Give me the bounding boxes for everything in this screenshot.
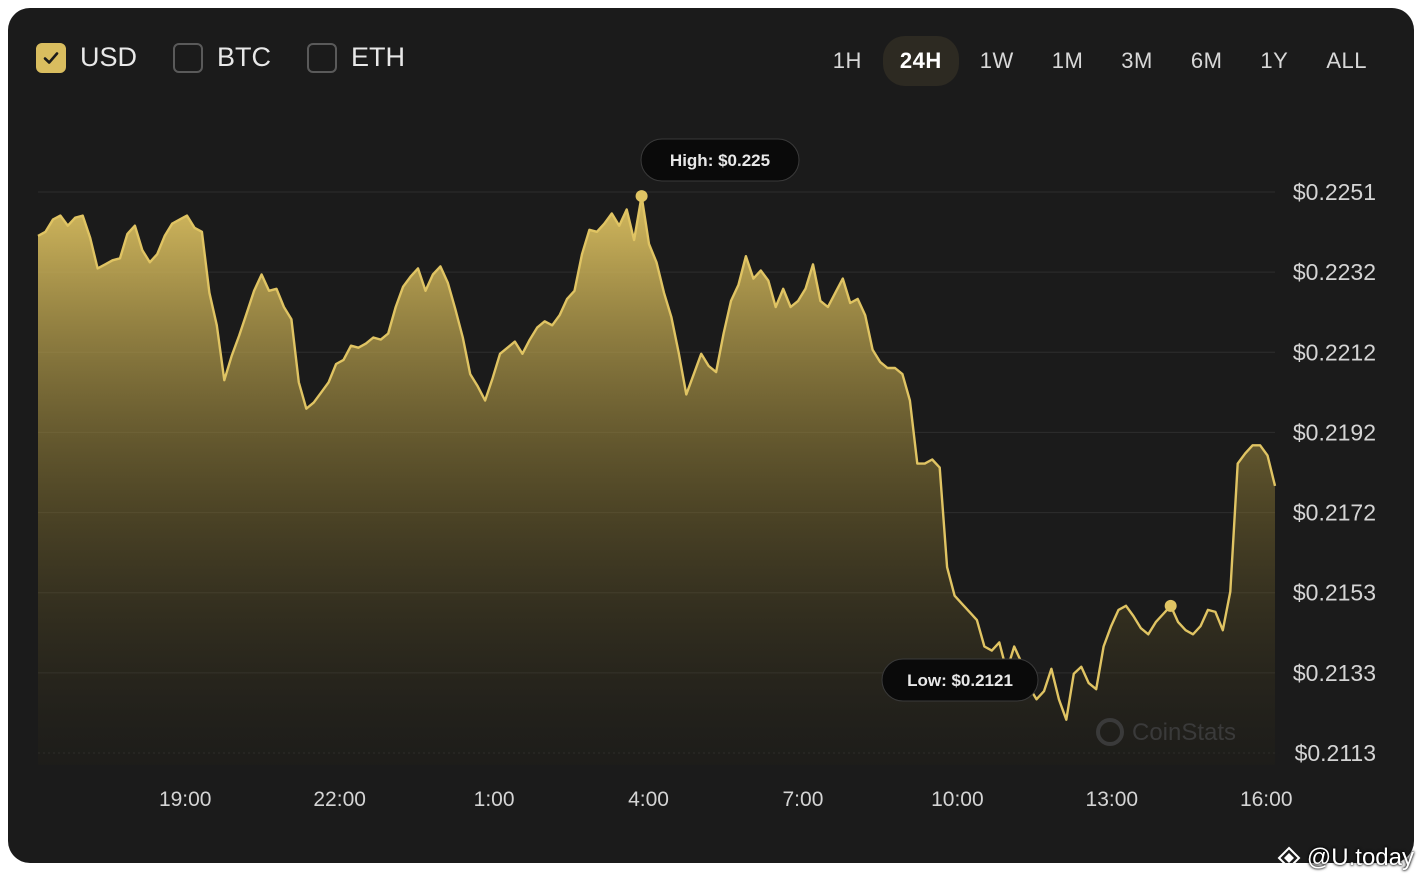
range-6m-button[interactable]: 6M xyxy=(1190,48,1223,73)
checkbox-icon xyxy=(307,42,338,73)
checkbox-icon xyxy=(173,42,204,73)
watermark-text: CoinStats xyxy=(1132,719,1236,746)
x-tick-label: 16:00 xyxy=(1240,788,1293,811)
currency-eth-label: ETH xyxy=(351,42,406,72)
range-1y-button[interactable]: 1Y xyxy=(1260,48,1289,73)
coinstats-logo-icon xyxy=(1096,718,1124,746)
y-tick-label: $0.2113 xyxy=(1295,740,1376,766)
y-tick-label: $0.2153 xyxy=(1293,580,1376,606)
currency-usd-label: USD xyxy=(80,42,138,72)
range-24h-button[interactable]: 24H xyxy=(882,36,959,86)
diamond-logo-icon xyxy=(1277,846,1301,870)
currency-selector: USD BTC ETH xyxy=(36,42,405,73)
high-label: High: $0.225 xyxy=(670,151,770,170)
x-tick-label: 22:00 xyxy=(313,788,366,811)
range-1m-button[interactable]: 1M xyxy=(1051,48,1084,73)
currency-usd-toggle[interactable]: USD xyxy=(36,42,137,73)
y-tick-label: $0.2172 xyxy=(1293,500,1376,526)
footer-text: @U.today xyxy=(1306,844,1414,871)
x-tick-label: 19:00 xyxy=(159,788,212,811)
high-tooltip xyxy=(640,138,800,182)
currency-btc-toggle[interactable]: BTC xyxy=(173,42,271,73)
low-point xyxy=(1164,599,1177,612)
range-3m-button[interactable]: 3M xyxy=(1121,48,1153,73)
y-tick-label: $0.2232 xyxy=(1293,259,1376,285)
price-line xyxy=(37,194,1277,721)
x-tick-label: 4:00 xyxy=(628,788,669,811)
source-credit: @U.today xyxy=(1277,844,1414,872)
time-range-selector: 1H 24H 1W 1M 3M 6M 1Y ALL xyxy=(816,36,1384,86)
range-1w-button[interactable]: 1W xyxy=(979,48,1014,73)
currency-btc-label: BTC xyxy=(217,42,272,72)
low-tooltip xyxy=(881,658,1039,702)
price-area-fill xyxy=(38,196,1275,766)
currency-eth-toggle[interactable]: ETH xyxy=(307,42,405,73)
high-point xyxy=(635,190,648,203)
x-tick-label: 10:00 xyxy=(931,788,984,811)
low-label: Low: $0.2121 xyxy=(907,671,1013,690)
x-tick-label: 1:00 xyxy=(474,788,515,811)
x-tick-label: 7:00 xyxy=(783,788,824,811)
y-tick-label: $0.2192 xyxy=(1293,419,1376,445)
range-all-button[interactable]: ALL xyxy=(1326,48,1367,73)
x-tick-label: 13:00 xyxy=(1086,788,1139,811)
range-1h-button[interactable]: 1H xyxy=(832,48,862,73)
checkbox-icon xyxy=(36,42,66,73)
y-tick-label: $0.2251 xyxy=(1293,179,1376,205)
y-tick-label: $0.2133 xyxy=(1293,660,1376,686)
y-tick-label: $0.2212 xyxy=(1293,339,1376,365)
